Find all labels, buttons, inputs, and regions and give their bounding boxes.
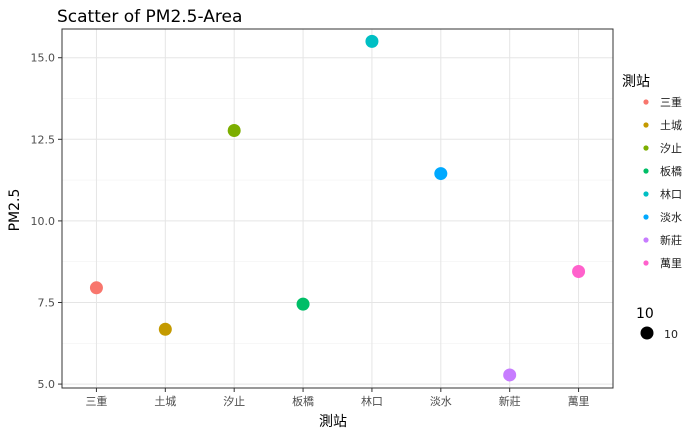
y-tick-label: 12.5 [31, 133, 56, 146]
x-tick-label: 新莊 [499, 394, 521, 408]
y-tick-label: 15.0 [31, 52, 56, 65]
data-point [503, 368, 517, 382]
y-axis-label: PM2.5 [7, 189, 23, 232]
legend-label: 土城 [660, 119, 682, 132]
data-point [158, 322, 172, 336]
x-tick-label: 汐止 [223, 394, 245, 408]
legend-key [643, 191, 649, 197]
y-tick-label: 10.0 [31, 215, 56, 228]
legend-key [643, 122, 649, 128]
plot-border [61, 28, 614, 389]
legend-key [643, 145, 649, 151]
legend-color-title: 測站 [622, 74, 650, 90]
x-tick-label: 淡水 [430, 395, 452, 408]
legend-label: 淡水 [660, 211, 682, 224]
legend-key [643, 260, 649, 266]
legend-label: 新莊 [660, 233, 682, 247]
data-point [296, 297, 310, 311]
plot-area: 5.0 7.5 10.0 12.5 15.0 三重 土城 汐止 板橋 林口 淡水 新莊 萬里 [31, 28, 614, 408]
legend-key [643, 99, 649, 105]
legend-key [643, 168, 649, 174]
y-tick-label: 5.0 [38, 378, 56, 391]
x-axis-label: 測站 [319, 414, 347, 430]
legend-size-title: 10 [636, 306, 654, 322]
y-tick-label: 7.5 [38, 296, 56, 309]
legend-size-key [640, 326, 654, 340]
x-tick-label: 板橋 [292, 394, 314, 408]
x-tick-label: 土城 [154, 395, 176, 408]
x-tick-label: 林口 [361, 394, 383, 408]
legend-label: 汐止 [660, 141, 682, 155]
legend-label: 板橋 [660, 164, 682, 178]
x-tick-label: 萬里 [568, 395, 590, 408]
data-point [365, 34, 379, 48]
legend-key [643, 237, 649, 243]
legend-label: 林口 [660, 187, 682, 201]
legend-size-label: 10 [664, 328, 678, 341]
data-point [89, 281, 103, 295]
x-tick-label: 三重 [85, 394, 107, 408]
data-point [434, 167, 448, 181]
data-point [572, 264, 586, 278]
legend-key [643, 214, 649, 220]
chart-title: Scatter of PM2.5-Area [57, 7, 242, 27]
data-point [227, 123, 241, 137]
legend-label: 三重 [660, 95, 682, 109]
legend-label: 萬里 [660, 257, 682, 270]
